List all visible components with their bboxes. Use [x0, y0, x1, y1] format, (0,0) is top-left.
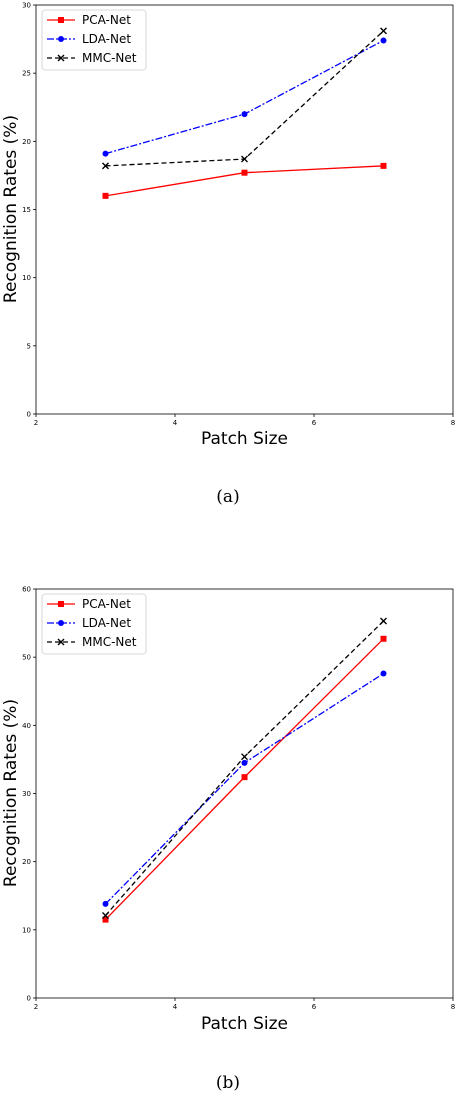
data-point [241, 155, 248, 163]
y-tick-label: 10 [22, 926, 31, 934]
x-tick-label: 6 [312, 1003, 317, 1011]
y-tick-label: 60 [22, 586, 31, 594]
chart-panel-1: 2 4 6 8 0 5 10 15 20 25 30 Patch Size Recognition Ra… [1, 2, 455, 508]
series-mmc-net [102, 27, 387, 170]
data-point [102, 162, 109, 170]
data-point [380, 617, 387, 625]
legend-marker [58, 601, 64, 607]
data-point [102, 192, 109, 199]
legend-marker [58, 17, 64, 23]
x-tick-label: 4 [173, 1003, 178, 1011]
legend-label: LDA-Net [82, 32, 131, 46]
data-point [380, 670, 387, 677]
x-tick-label: 2 [34, 1003, 38, 1011]
data-point [380, 27, 387, 35]
y-tick-label: 0 [27, 411, 31, 419]
y-axis-title: Recognition Rates (%) [1, 699, 21, 887]
data-point [241, 169, 248, 176]
y-tick-label: 0 [27, 995, 31, 1003]
legend-box [41, 593, 147, 655]
series-line [105, 672, 384, 905]
series-line [105, 30, 384, 167]
series-lda-net [102, 37, 387, 157]
figure-caption: (a) [216, 487, 239, 507]
data-point [241, 759, 248, 766]
legend: PCA-Net LDA-Net MMC-Net [41, 593, 147, 655]
y-tick-label: 50 [22, 654, 31, 662]
y-tick-label: 15 [22, 206, 31, 214]
x-axis-title: Patch Size [201, 429, 288, 449]
series-pca-net [102, 635, 387, 923]
y-tick-label: 10 [22, 274, 31, 282]
legend-label: PCA-Net [82, 13, 131, 27]
x-tick-label: 8 [451, 1003, 455, 1011]
y-tick-label: 40 [22, 722, 31, 730]
y-tick-label: 20 [22, 138, 31, 146]
series-lda-net [102, 670, 387, 907]
x-tick-label: 8 [451, 419, 455, 427]
series-line [105, 39, 384, 155]
legend-marker [58, 36, 64, 42]
data-point [241, 111, 248, 118]
legend: PCA-Net LDA-Net MMC-Net [41, 9, 147, 71]
data-point [380, 162, 387, 169]
legend-label: MMC-Net [82, 635, 137, 649]
data-point [102, 900, 109, 907]
data-point [102, 912, 109, 920]
legend-box [41, 9, 147, 71]
legend-label: MMC-Net [82, 51, 137, 65]
y-axis-title: Recognition Rates (%) [1, 115, 21, 303]
x-tick-label: 4 [173, 419, 178, 427]
legend-label: PCA-Net [82, 597, 131, 611]
series-pca-net [102, 162, 387, 199]
legend-label: LDA-Net [82, 616, 131, 630]
series-mmc-net [102, 617, 387, 920]
figure-caption: (b) [216, 1073, 240, 1093]
data-point [102, 916, 109, 923]
x-tick-label: 2 [34, 419, 38, 427]
x-axis-title: Patch Size [201, 1014, 288, 1034]
y-tick-label: 30 [22, 790, 31, 798]
legend-marker [58, 620, 64, 626]
data-point [380, 37, 387, 44]
y-tick-label: 30 [22, 2, 31, 10]
series-line [105, 620, 384, 916]
data-point [241, 774, 248, 781]
chart-panel-2: 2 4 6 8 0 10 20 30 40 50 60 Patch Size Recognition R… [1, 586, 455, 1094]
data-point [241, 753, 248, 761]
data-point [102, 150, 109, 157]
y-tick-label: 5 [27, 342, 31, 350]
legend-marker [57, 638, 65, 646]
y-tick-label: 20 [22, 858, 31, 866]
y-tick-label: 25 [22, 70, 31, 78]
x-tick-label: 6 [312, 419, 317, 427]
data-point [380, 635, 387, 642]
legend-marker [57, 54, 65, 62]
